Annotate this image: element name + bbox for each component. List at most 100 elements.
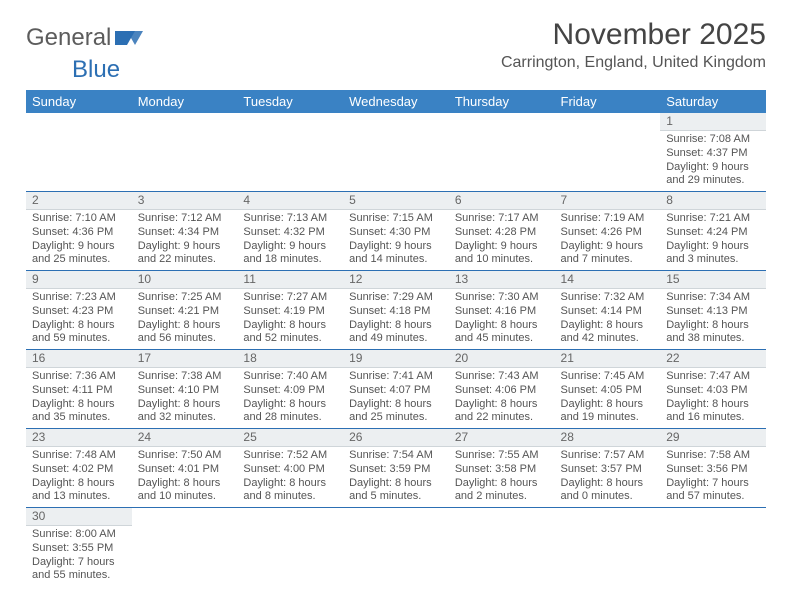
weekday-header: Monday	[132, 90, 238, 113]
daylight-line: Daylight: 8 hours and 25 minutes.	[349, 398, 443, 426]
daylight-line: Daylight: 8 hours and 38 minutes.	[666, 319, 760, 347]
calendar-week-row: 2Sunrise: 7:10 AMSunset: 4:36 PMDaylight…	[26, 192, 766, 271]
day-number: 8	[660, 192, 766, 210]
weekday-header: Thursday	[449, 90, 555, 113]
calendar-day-cell	[343, 508, 449, 587]
daylight-line: Daylight: 8 hours and 2 minutes.	[455, 477, 549, 505]
logo-text-1: General	[26, 24, 111, 52]
calendar-day-cell: 3Sunrise: 7:12 AMSunset: 4:34 PMDaylight…	[132, 192, 238, 271]
day-number: 2	[26, 192, 132, 210]
calendar-day-cell: 1Sunrise: 7:08 AMSunset: 4:37 PMDaylight…	[660, 113, 766, 192]
day-number: 3	[132, 192, 238, 210]
day-number: 23	[26, 429, 132, 447]
sunrise-line: Sunrise: 7:30 AM	[455, 291, 549, 305]
sunset-line: Sunset: 3:58 PM	[455, 463, 549, 477]
sunrise-line: Sunrise: 7:40 AM	[243, 370, 337, 384]
calendar-day-cell: 12Sunrise: 7:29 AMSunset: 4:18 PMDayligh…	[343, 271, 449, 350]
day-number: 9	[26, 271, 132, 289]
sunset-line: Sunset: 4:10 PM	[138, 384, 232, 398]
calendar-day-cell	[449, 113, 555, 192]
day-number: 30	[26, 508, 132, 526]
daylight-line: Daylight: 8 hours and 45 minutes.	[455, 319, 549, 347]
sunset-line: Sunset: 4:34 PM	[138, 226, 232, 240]
sunrise-line: Sunrise: 7:43 AM	[455, 370, 549, 384]
daylight-line: Daylight: 9 hours and 10 minutes.	[455, 240, 549, 268]
day-number: 1	[660, 113, 766, 131]
day-number: 25	[237, 429, 343, 447]
calendar-day-cell: 11Sunrise: 7:27 AMSunset: 4:19 PMDayligh…	[237, 271, 343, 350]
sunrise-line: Sunrise: 7:23 AM	[32, 291, 126, 305]
daylight-line: Daylight: 9 hours and 29 minutes.	[666, 161, 760, 189]
daylight-line: Daylight: 8 hours and 49 minutes.	[349, 319, 443, 347]
page-title: November 2025	[501, 18, 766, 52]
daylight-line: Daylight: 9 hours and 22 minutes.	[138, 240, 232, 268]
calendar-day-cell: 30Sunrise: 8:00 AMSunset: 3:55 PMDayligh…	[26, 508, 132, 587]
sunrise-line: Sunrise: 7:27 AM	[243, 291, 337, 305]
calendar-day-cell: 16Sunrise: 7:36 AMSunset: 4:11 PMDayligh…	[26, 350, 132, 429]
calendar-day-cell: 25Sunrise: 7:52 AMSunset: 4:00 PMDayligh…	[237, 429, 343, 508]
sunrise-line: Sunrise: 7:58 AM	[666, 449, 760, 463]
calendar-day-cell: 6 Sunrise: 7:17 AMSunset: 4:28 PMDaylight…	[449, 192, 555, 271]
sunrise-line: Sunrise: 7:38 AM	[138, 370, 232, 384]
calendar-day-cell: 10Sunrise: 7:25 AMSunset: 4:21 PMDayligh…	[132, 271, 238, 350]
sunset-line: Sunset: 4:05 PM	[561, 384, 655, 398]
sunset-line: Sunset: 4:14 PM	[561, 305, 655, 319]
day-number: 26	[343, 429, 449, 447]
day-number: 13	[449, 271, 555, 289]
calendar-day-cell: 5Sunrise: 7:15 AMSunset: 4:30 PMDaylight…	[343, 192, 449, 271]
sunrise-line: Sunrise: 8:00 AM	[32, 528, 126, 542]
day-number: 5	[343, 192, 449, 210]
calendar-body: 1Sunrise: 7:08 AMSunset: 4:37 PMDaylight…	[26, 113, 766, 586]
weekday-header-row: Sunday Monday Tuesday Wednesday Thursday…	[26, 90, 766, 113]
calendar-day-cell: 26Sunrise: 7:54 AMSunset: 3:59 PMDayligh…	[343, 429, 449, 508]
calendar-day-cell	[555, 508, 661, 587]
sunset-line: Sunset: 4:28 PM	[455, 226, 549, 240]
sunrise-line: Sunrise: 7:21 AM	[666, 212, 760, 226]
sunrise-line: Sunrise: 7:41 AM	[349, 370, 443, 384]
sunrise-line: Sunrise: 7:36 AM	[32, 370, 126, 384]
day-number: 6	[449, 192, 555, 210]
calendar-day-cell: 21Sunrise: 7:45 AMSunset: 4:05 PMDayligh…	[555, 350, 661, 429]
sunset-line: Sunset: 3:59 PM	[349, 463, 443, 477]
day-number: 28	[555, 429, 661, 447]
weekday-header: Saturday	[660, 90, 766, 113]
calendar-day-cell: 14Sunrise: 7:32 AMSunset: 4:14 PMDayligh…	[555, 271, 661, 350]
sunrise-line: Sunrise: 7:48 AM	[32, 449, 126, 463]
logo-text-2: Blue	[72, 56, 792, 84]
calendar-day-cell: 13 Sunrise: 7:30 AMSunset: 4:16 PMDayligh…	[449, 271, 555, 350]
sunset-line: Sunset: 4:16 PM	[455, 305, 549, 319]
calendar-day-cell	[26, 113, 132, 192]
daylight-line: Daylight: 9 hours and 7 minutes.	[561, 240, 655, 268]
sunset-line: Sunset: 4:02 PM	[32, 463, 126, 477]
calendar-table: Sunday Monday Tuesday Wednesday Thursday…	[26, 90, 766, 586]
sunset-line: Sunset: 4:26 PM	[561, 226, 655, 240]
daylight-line: Daylight: 9 hours and 18 minutes.	[243, 240, 337, 268]
sunrise-line: Sunrise: 7:34 AM	[666, 291, 760, 305]
calendar-week-row: 16Sunrise: 7:36 AMSunset: 4:11 PMDayligh…	[26, 350, 766, 429]
daylight-line: Daylight: 8 hours and 42 minutes.	[561, 319, 655, 347]
sunrise-line: Sunrise: 7:10 AM	[32, 212, 126, 226]
calendar-day-cell: 18Sunrise: 7:40 AMSunset: 4:09 PMDayligh…	[237, 350, 343, 429]
calendar-day-cell: 15Sunrise: 7:34 AMSunset: 4:13 PMDayligh…	[660, 271, 766, 350]
calendar-day-cell	[237, 113, 343, 192]
day-number: 21	[555, 350, 661, 368]
daylight-line: Daylight: 8 hours and 16 minutes.	[666, 398, 760, 426]
calendar-day-cell: 22Sunrise: 7:47 AMSunset: 4:03 PMDayligh…	[660, 350, 766, 429]
sunset-line: Sunset: 3:56 PM	[666, 463, 760, 477]
sunrise-line: Sunrise: 7:19 AM	[561, 212, 655, 226]
day-number: 20	[449, 350, 555, 368]
sunrise-line: Sunrise: 7:57 AM	[561, 449, 655, 463]
sunset-line: Sunset: 4:24 PM	[666, 226, 760, 240]
sunset-line: Sunset: 4:09 PM	[243, 384, 337, 398]
sunset-line: Sunset: 4:06 PM	[455, 384, 549, 398]
daylight-line: Daylight: 9 hours and 14 minutes.	[349, 240, 443, 268]
sunset-line: Sunset: 4:03 PM	[666, 384, 760, 398]
daylight-line: Daylight: 8 hours and 32 minutes.	[138, 398, 232, 426]
daylight-line: Daylight: 8 hours and 19 minutes.	[561, 398, 655, 426]
calendar-day-cell: 2Sunrise: 7:10 AMSunset: 4:36 PMDaylight…	[26, 192, 132, 271]
day-number: 4	[237, 192, 343, 210]
daylight-line: Daylight: 8 hours and 35 minutes.	[32, 398, 126, 426]
sunrise-line: Sunrise: 7:17 AM	[455, 212, 549, 226]
weekday-header: Tuesday	[237, 90, 343, 113]
logo: General	[26, 24, 145, 52]
